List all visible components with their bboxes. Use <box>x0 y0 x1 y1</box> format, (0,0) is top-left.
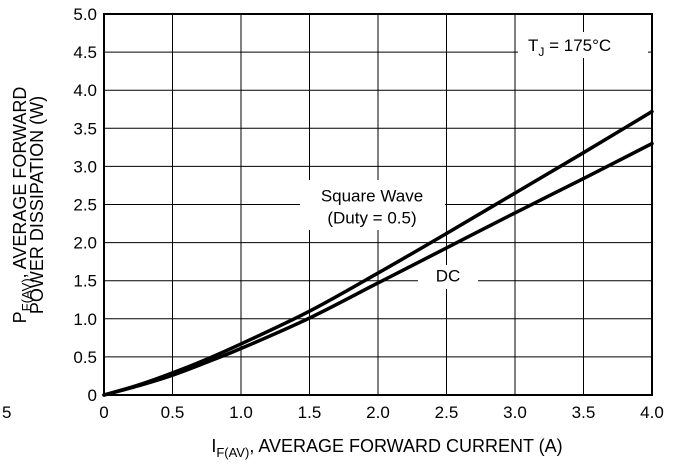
series-lines <box>102 109 654 397</box>
x-tick-label: 3.0 <box>503 403 527 422</box>
square-wave-label: Square Wave <box>321 186 423 205</box>
x-tick-label: 3.5 <box>572 403 596 422</box>
y-tick-label: 2.5 <box>73 196 97 215</box>
x-tick-label: 2.0 <box>366 403 390 422</box>
stray-tick-label: 5 <box>2 403 11 422</box>
y-tick-label: 0 <box>88 386 97 405</box>
duty-cycle-label: (Duty = 0.5) <box>327 208 416 227</box>
y-axis-title-line2: POWER DISSIPATION (W) <box>27 96 47 314</box>
y-tick-label: 5.0 <box>73 5 97 24</box>
x-tick-label: 0.5 <box>161 403 185 422</box>
square-wave-annotation: Square Wave (Duty = 0.5) <box>300 180 445 230</box>
y-tick-label: 2.0 <box>73 234 97 253</box>
dc-label: DC <box>436 266 461 285</box>
x-tick-label: 1.0 <box>229 403 253 422</box>
y-axis-title: PF(AV), AVERAGE FORWARD POWER DISSIPATIO… <box>10 87 47 324</box>
series-line-square-wave <box>102 109 654 397</box>
y-tick-label: 4.0 <box>73 81 97 100</box>
tick-labels: 0 0.5 1.0 1.5 2.0 2.5 3.0 3.5 4.0 0 0.5 1.0 1.5 2.0 2.… <box>73 5 663 422</box>
junction-temp-annotation: TJ = 175°C <box>518 32 648 59</box>
y-tick-label: 1.5 <box>73 272 97 291</box>
x-axis-title: IF(AV), AVERAGE FORWARD CURRENT (A) <box>211 436 562 460</box>
y-axis-title-line1: PF(AV), AVERAGE FORWARD <box>10 87 34 324</box>
y-tick-label: 3.0 <box>73 157 97 176</box>
x-tick-label: 1.5 <box>298 403 322 422</box>
y-tick-label: 0.5 <box>73 348 97 367</box>
dc-annotation: DC <box>418 265 478 289</box>
x-tick-label: 4.0 <box>640 403 664 422</box>
x-tick-label: 2.5 <box>435 403 459 422</box>
plot-frame <box>103 13 653 396</box>
y-tick-label: 4.5 <box>73 43 97 62</box>
y-tick-label: 3.5 <box>73 119 97 138</box>
junction-temp-label: TJ = 175°C <box>528 36 611 59</box>
series-line-dc <box>102 141 654 397</box>
x-tick-label: 0 <box>99 403 108 422</box>
y-tick-label: 1.0 <box>73 310 97 329</box>
